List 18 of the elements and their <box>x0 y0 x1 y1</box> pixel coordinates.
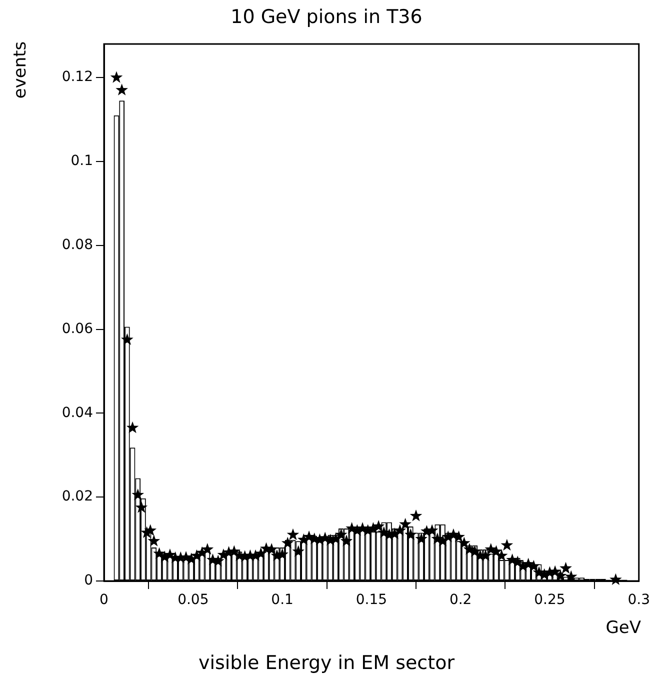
y-tick-label: 0.02 <box>62 488 93 505</box>
x-tick-label: 0.15 <box>356 592 388 608</box>
y-tick-label: 0 <box>84 572 93 589</box>
x-axis-title: visible Energy in EM sector <box>197 652 456 674</box>
y-tick-label: 0.06 <box>62 320 94 337</box>
y-tick-label: 0.1 <box>70 153 93 170</box>
x-tick-label: 0.3 <box>628 592 650 608</box>
x-tick-label: 0.05 <box>178 592 209 608</box>
chart-title: 10 GeV pions in T36 <box>230 6 424 28</box>
x-tick-label: 0.1 <box>271 592 294 608</box>
text: GeV <box>606 618 641 638</box>
x-tick-label: 0.25 <box>534 592 566 608</box>
y-tick-label: 0.08 <box>62 237 93 254</box>
y-tick-label: 0.12 <box>62 69 93 86</box>
y-axis-title: events <box>10 41 31 99</box>
x-tick-label: 0.2 <box>449 592 472 608</box>
y-tick-label: 0.04 <box>62 404 94 421</box>
x-tick-label: 0 <box>100 592 108 608</box>
